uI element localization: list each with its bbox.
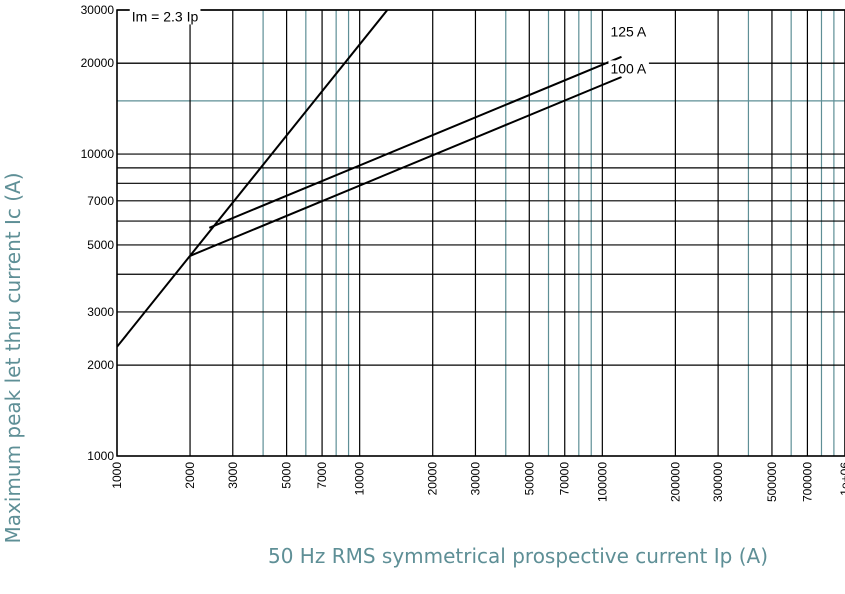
y-axis-title: Maximum peak let thru current Ic (A) bbox=[1, 173, 25, 544]
annotation-background bbox=[129, 8, 201, 25]
y-tick-label: 1000 bbox=[87, 449, 114, 463]
x-axis-title: 50 Hz RMS symmetrical prospective curren… bbox=[268, 544, 768, 568]
minor-gridlines bbox=[117, 10, 845, 456]
series-line-2 bbox=[208, 55, 622, 229]
annotation-label: 100 A bbox=[610, 60, 646, 76]
annotations: Im = 2.3 Ip 125 A 100 A bbox=[129, 8, 649, 77]
y-tick-label: 20000 bbox=[81, 56, 115, 70]
x-tick-label: 1000 bbox=[110, 462, 124, 489]
y-tick-label: 10000 bbox=[81, 147, 115, 161]
x-tick-label: 200000 bbox=[668, 462, 682, 502]
y-tick-label: 2000 bbox=[87, 358, 114, 372]
x-tick-label: 30000 bbox=[468, 462, 482, 496]
series-lines bbox=[117, 10, 622, 348]
annotation-label: 125 A bbox=[610, 24, 646, 40]
x-tick-label: 3000 bbox=[226, 462, 240, 489]
x-tick-label: 1e+06 bbox=[838, 462, 845, 496]
x-tick-label: 5000 bbox=[280, 462, 294, 489]
major-gridlines bbox=[116, 9, 845, 457]
annotation-label: Im = 2.3 Ip bbox=[132, 8, 199, 24]
x-tick-label: 300000 bbox=[711, 462, 725, 502]
y-tick-label: 3000 bbox=[87, 305, 114, 319]
x-tick-label: 50000 bbox=[522, 462, 536, 496]
x-tick-label: 500000 bbox=[765, 462, 779, 502]
annotation-background bbox=[608, 60, 649, 77]
x-tick-label: 700000 bbox=[800, 462, 814, 502]
series-line-1 bbox=[117, 10, 389, 348]
x-tick-labels: 1000 2000 3000 5000 7000 10000 20000 30000 50000… bbox=[110, 462, 845, 502]
series-line-3 bbox=[189, 76, 622, 257]
annotation-background bbox=[608, 23, 649, 40]
y-tick-label: 5000 bbox=[87, 238, 114, 252]
y-tick-label: 7000 bbox=[87, 194, 114, 208]
x-tick-label: 7000 bbox=[315, 462, 329, 489]
x-tick-label: 70000 bbox=[558, 462, 572, 496]
x-tick-label: 2000 bbox=[183, 462, 197, 489]
x-tick-label: 100000 bbox=[595, 462, 609, 502]
y-tick-label: 30000 bbox=[81, 3, 115, 17]
x-tick-label: 10000 bbox=[353, 462, 367, 496]
plot-frame bbox=[116, 9, 845, 457]
x-tick-label: 20000 bbox=[426, 462, 440, 496]
y-tick-labels: 1000 2000 3000 5000 7000 10000 20000 30000 bbox=[81, 3, 115, 463]
